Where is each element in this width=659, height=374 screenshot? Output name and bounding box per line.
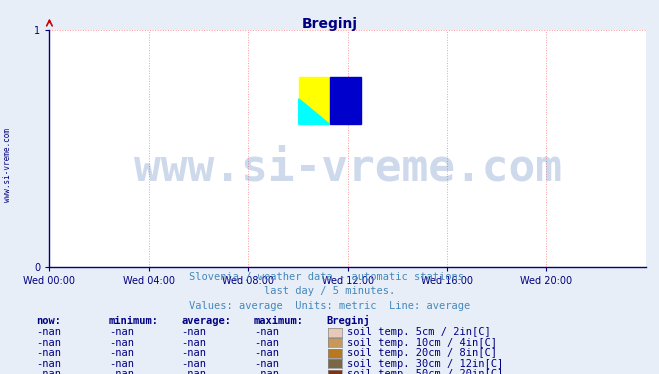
Text: -nan: -nan [181, 359, 206, 369]
Text: -nan: -nan [109, 338, 134, 348]
Text: Values: average  Units: metric  Line: average: Values: average Units: metric Line: aver… [189, 301, 470, 311]
Text: -nan: -nan [109, 349, 134, 358]
Text: minimum:: minimum: [109, 316, 159, 325]
Bar [299, 77, 330, 125]
Text: -nan: -nan [254, 349, 279, 358]
Text: -nan: -nan [181, 328, 206, 337]
Text: www.si-vreme.com: www.si-vreme.com [134, 146, 561, 189]
Text: Breginj: Breginj [302, 17, 357, 31]
Text: -nan: -nan [109, 359, 134, 369]
Text: www.si-vreme.com: www.si-vreme.com [3, 128, 13, 202]
Text: soil temp. 20cm / 8in[C]: soil temp. 20cm / 8in[C] [347, 349, 498, 358]
Text: last day / 5 minutes.: last day / 5 minutes. [264, 286, 395, 296]
Text: maximum:: maximum: [254, 316, 304, 325]
Text: -nan: -nan [254, 338, 279, 348]
Polygon shape [299, 99, 330, 125]
Text: -nan: -nan [181, 349, 206, 358]
Text: -nan: -nan [109, 370, 134, 374]
Text: -nan: -nan [36, 359, 61, 369]
Text: -nan: -nan [254, 370, 279, 374]
Text: soil temp. 10cm / 4in[C]: soil temp. 10cm / 4in[C] [347, 338, 498, 348]
Text: -nan: -nan [181, 338, 206, 348]
Text: -nan: -nan [254, 328, 279, 337]
Text: -nan: -nan [181, 370, 206, 374]
Text: -nan: -nan [254, 359, 279, 369]
Text: soil temp. 5cm / 2in[C]: soil temp. 5cm / 2in[C] [347, 328, 491, 337]
Text: Slovenia / weather data - automatic stations.: Slovenia / weather data - automatic stat… [189, 272, 470, 282]
Text: Breginj: Breginj [326, 315, 370, 325]
Text: soil temp. 30cm / 12in[C]: soil temp. 30cm / 12in[C] [347, 359, 503, 369]
Text: now:: now: [36, 316, 61, 325]
Text: average:: average: [181, 316, 231, 325]
Text: -nan: -nan [36, 328, 61, 337]
Text: soil temp. 50cm / 20in[C]: soil temp. 50cm / 20in[C] [347, 370, 503, 374]
Text: -nan: -nan [36, 370, 61, 374]
Bar [330, 77, 360, 125]
Text: -nan: -nan [36, 349, 61, 358]
Text: -nan: -nan [109, 328, 134, 337]
Text: -nan: -nan [36, 338, 61, 348]
